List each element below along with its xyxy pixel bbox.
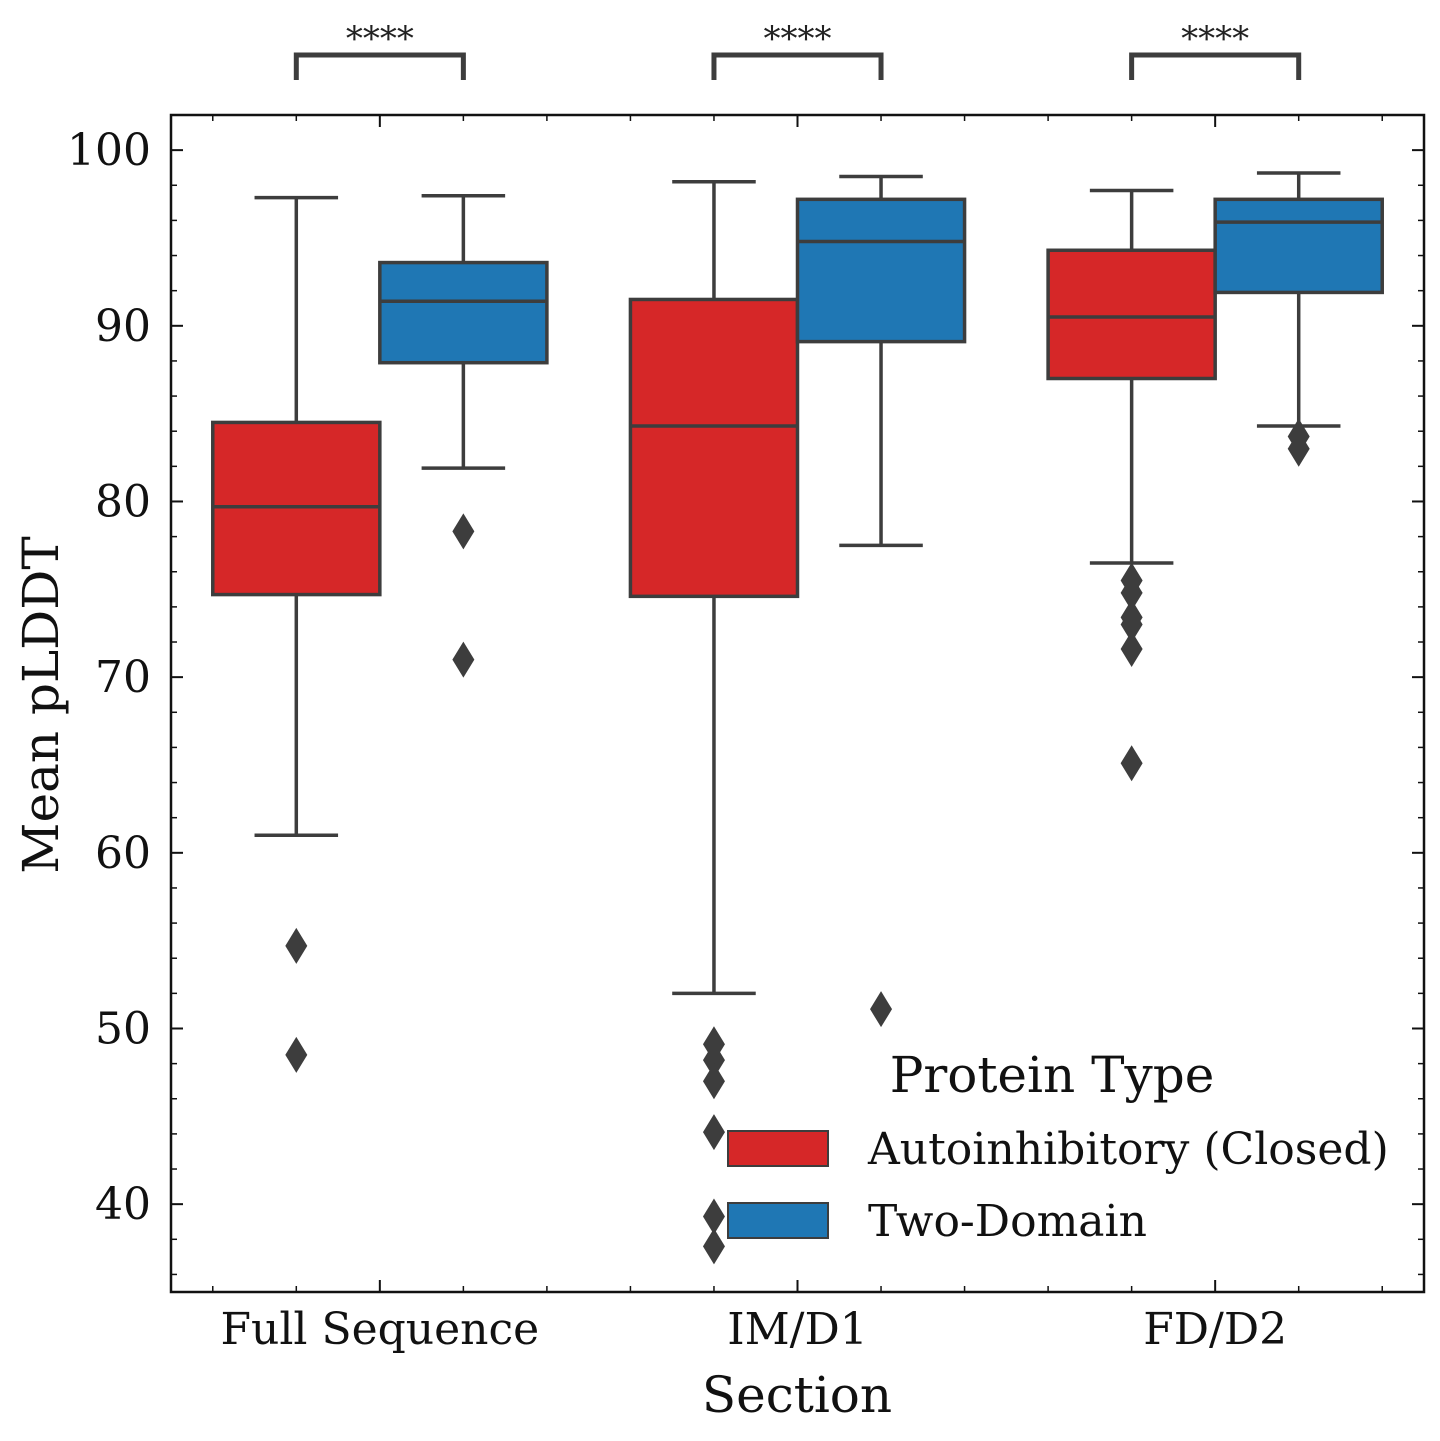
box-1-0 xyxy=(378,194,549,678)
outlier-point xyxy=(702,1114,725,1151)
outlier-point xyxy=(702,1063,725,1100)
legend: Protein Type Autoinhibitory (Closed) Two-D… xyxy=(727,1046,1389,1247)
outlier-point xyxy=(285,927,308,964)
y-tick-label: 90 xyxy=(95,301,151,352)
legend-label: Autoinhibitory (Closed) xyxy=(867,1124,1389,1175)
boxes-layer xyxy=(211,171,1384,1265)
y-axis-title: Mean pLDDT xyxy=(12,536,70,873)
outlier-point xyxy=(1120,745,1143,782)
y-tick-label: 100 xyxy=(67,125,151,176)
outlier-point xyxy=(1120,631,1143,668)
box-body xyxy=(211,420,382,597)
y-tick-label: 50 xyxy=(95,1003,151,1054)
bracket-line xyxy=(1129,52,1302,80)
outlier-point xyxy=(1287,430,1310,467)
x-axis-title: Section xyxy=(702,1366,892,1424)
significance-layer: **** **** **** xyxy=(293,19,1302,80)
legend-label: Two-Domain xyxy=(868,1196,1147,1247)
significance-bracket: **** xyxy=(293,19,466,80)
x-tick-label: FD/D2 xyxy=(1143,1304,1287,1355)
significance-label: **** xyxy=(764,19,832,59)
axes-layer: 40 50 60 70 80 90 100 Full Sequence IM/D1 FD/D2 xyxy=(67,113,1426,1355)
box-body xyxy=(628,297,800,599)
x-tick-label: IM/D1 xyxy=(727,1304,868,1355)
box-body xyxy=(1046,248,1217,381)
significance-bracket: **** xyxy=(1129,19,1302,80)
box-body xyxy=(378,260,549,365)
box-1-2 xyxy=(1213,171,1384,467)
legend-swatch xyxy=(727,1202,829,1239)
significance-label: **** xyxy=(346,19,414,59)
outlier-point xyxy=(702,1198,725,1235)
outlier-point xyxy=(1120,606,1143,643)
box-0-0 xyxy=(211,195,382,1073)
box-1-1 xyxy=(795,174,967,1028)
bracket-line xyxy=(293,52,466,80)
y-tick-label: 60 xyxy=(95,828,151,879)
outlier-point xyxy=(452,641,475,678)
y-tick-label: 40 xyxy=(95,1179,151,1230)
box-0-1 xyxy=(628,180,800,1265)
significance-bracket: **** xyxy=(711,19,884,80)
outlier-point xyxy=(702,1042,725,1079)
bracket-line xyxy=(711,52,884,80)
outlier-point xyxy=(1120,574,1143,611)
box-body xyxy=(1213,197,1384,295)
y-tick-label: 70 xyxy=(95,652,151,703)
outlier-point xyxy=(702,1228,725,1265)
outlier-point xyxy=(870,991,893,1028)
outlier-point xyxy=(285,1036,308,1073)
legend-swatch xyxy=(727,1130,829,1167)
x-tick-label: Full Sequence xyxy=(220,1304,539,1355)
box-0-2 xyxy=(1046,188,1217,782)
y-tick-label: 80 xyxy=(95,476,151,527)
legend-title: Protein Type xyxy=(890,1046,1215,1104)
outlier-point xyxy=(452,513,475,550)
significance-label: **** xyxy=(1181,19,1249,59)
box-body xyxy=(795,197,967,344)
